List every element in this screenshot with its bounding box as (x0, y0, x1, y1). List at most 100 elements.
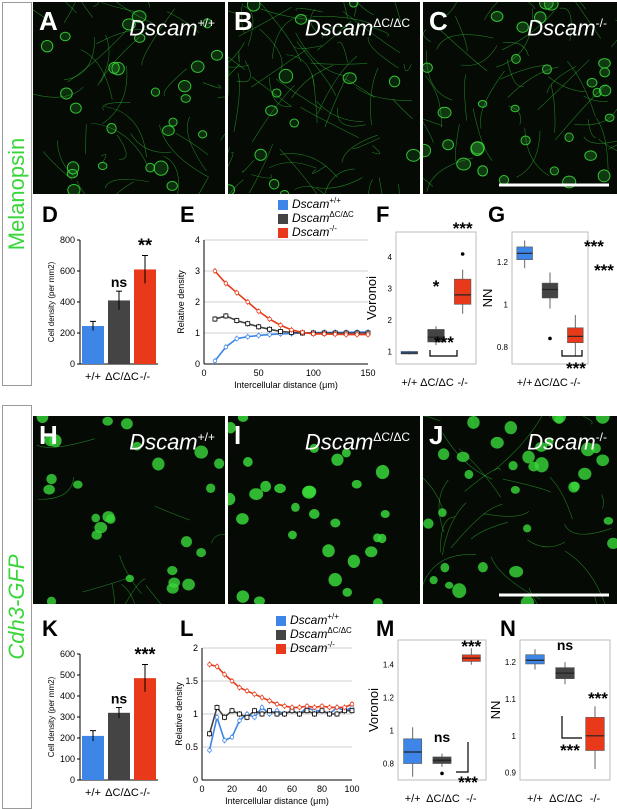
neurite (423, 121, 434, 143)
cell-body (464, 469, 474, 479)
cell-body (522, 450, 535, 464)
category-label: -/- (590, 793, 601, 805)
genotype-label: DscamΔC/ΔC (305, 12, 410, 39)
y-tick-label: 0 (70, 775, 75, 785)
series-line-2 (209, 663, 353, 709)
cell-body (603, 516, 614, 525)
neurite (97, 34, 110, 86)
neurite (300, 106, 360, 139)
neurite (63, 2, 76, 24)
y-tick-label: 3 (388, 285, 393, 294)
neurite (154, 505, 191, 521)
cell-body (341, 448, 351, 458)
neurite (343, 2, 349, 19)
genotype-sup: ΔC/ΔC (373, 430, 410, 444)
y-tick-label: 2 (195, 297, 200, 307)
series-point (244, 714, 250, 720)
series-point (334, 711, 340, 717)
series-point (245, 321, 251, 327)
category-label: -/- (140, 371, 151, 383)
cell-body (206, 483, 216, 493)
neurite (269, 162, 317, 169)
micrograph-art (228, 416, 390, 604)
significance-label: *** (461, 637, 481, 656)
neurite (444, 2, 458, 17)
cell-body (91, 513, 101, 523)
cell-body (456, 451, 470, 462)
cell-body (168, 117, 178, 127)
neurite (102, 65, 128, 125)
cell-body (43, 484, 55, 495)
neurite (575, 2, 601, 39)
neurite (228, 56, 246, 70)
neurite (279, 148, 318, 194)
cell-body (125, 574, 135, 583)
bar-2 (134, 678, 156, 780)
neurite (392, 99, 413, 120)
cell-body (570, 481, 580, 491)
cell-body (429, 576, 438, 585)
neurite (337, 107, 366, 127)
series-point (252, 691, 257, 697)
series-point (267, 316, 272, 322)
chart-K: K 0 100 200 300 400 500 600 Cell density (per mm… (42, 616, 158, 799)
cell-body (228, 492, 236, 506)
chart-E: E 0 1 2 3 4 0 50 100 150 Intercellular distance (μ… (176, 196, 376, 390)
cell-body (597, 169, 611, 183)
neurite (259, 2, 302, 63)
legend-swatch (276, 616, 286, 626)
x-tick-label: 0 (199, 784, 204, 794)
x-axis-label: Intercellular distance (μm) (234, 380, 338, 390)
neurite (125, 578, 146, 604)
neurite (579, 2, 586, 10)
x-tick-label: 150 (360, 368, 375, 378)
neurite (353, 2, 358, 17)
cell-body (406, 148, 420, 162)
cell-body (543, 2, 559, 11)
series-point (349, 701, 355, 707)
series-point (234, 290, 239, 295)
legend-swatch (276, 630, 286, 640)
cell-body (349, 2, 359, 8)
cell-body (549, 166, 560, 176)
legend-swatch (278, 228, 288, 238)
neurite (368, 179, 373, 194)
neurite (574, 108, 617, 126)
outlier-point (460, 252, 465, 256)
y-tick-label: 200 (60, 733, 75, 743)
neurite (228, 147, 230, 154)
neurite (121, 584, 135, 604)
significance-label: ns (557, 637, 574, 653)
cell-body (586, 77, 598, 88)
cell-body (365, 546, 378, 558)
series-point (252, 715, 257, 720)
micrograph-art (36, 416, 225, 604)
x-tick-label: 0 (201, 368, 206, 378)
y-tick-label: 4 (388, 253, 393, 262)
neurite (548, 76, 586, 92)
cell-body (243, 457, 253, 467)
neurite (528, 587, 538, 604)
legend-base: Dscam (292, 211, 329, 225)
series-point (207, 748, 212, 753)
series-point (267, 698, 272, 703)
series-point (259, 711, 265, 717)
neurite (378, 177, 383, 194)
cell-body (265, 105, 278, 116)
cell-body (599, 67, 610, 78)
x-tick-label: 100 (306, 368, 321, 378)
y-tick-label: 4 (195, 235, 200, 245)
neurite (228, 10, 244, 16)
cell-body (564, 132, 574, 143)
cell-body (456, 157, 472, 171)
x-tick-label: 40 (257, 784, 267, 794)
cell-body (279, 189, 290, 194)
category-label: +/+ (517, 377, 533, 389)
cell-body (598, 84, 612, 97)
box-2 (585, 717, 605, 751)
plot-frame (511, 231, 589, 365)
neurite (104, 179, 149, 189)
series-point (252, 708, 257, 714)
series-point (274, 711, 280, 717)
